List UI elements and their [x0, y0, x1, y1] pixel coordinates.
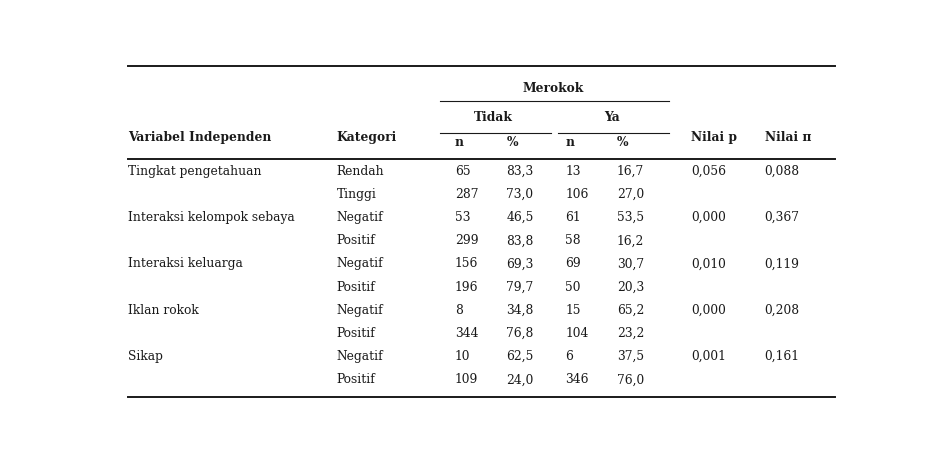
Text: Merokok: Merokok — [523, 81, 584, 94]
Text: 65,2: 65,2 — [617, 303, 645, 316]
Text: 76,8: 76,8 — [506, 326, 534, 339]
Text: Kategori: Kategori — [337, 131, 397, 143]
Text: 6: 6 — [565, 349, 573, 362]
Text: 62,5: 62,5 — [506, 349, 534, 362]
Text: Tingkat pengetahuan: Tingkat pengetahuan — [128, 164, 262, 177]
Text: 61: 61 — [565, 211, 581, 224]
Text: 10: 10 — [455, 349, 470, 362]
Text: 27,0: 27,0 — [617, 187, 645, 201]
Text: Interaksi kelompok sebaya: Interaksi kelompok sebaya — [128, 211, 294, 224]
Text: %: % — [506, 136, 518, 149]
Text: 53: 53 — [455, 211, 470, 224]
Text: Negatif: Negatif — [337, 211, 384, 224]
Text: Positif: Positif — [337, 234, 375, 247]
Text: 16,2: 16,2 — [617, 234, 645, 247]
Text: 76,0: 76,0 — [617, 373, 645, 385]
Text: 69,3: 69,3 — [506, 257, 534, 270]
Text: 299: 299 — [455, 234, 478, 247]
Text: n: n — [455, 136, 464, 149]
Text: 46,5: 46,5 — [506, 211, 534, 224]
Text: 20,3: 20,3 — [617, 280, 645, 293]
Text: 13: 13 — [565, 164, 581, 177]
Text: Negatif: Negatif — [337, 303, 384, 316]
Text: Negatif: Negatif — [337, 257, 384, 270]
Text: 0,119: 0,119 — [764, 257, 800, 270]
Text: 346: 346 — [565, 373, 589, 385]
Text: Ya: Ya — [604, 111, 620, 124]
Text: 0,000: 0,000 — [691, 303, 725, 316]
Text: Nilai p: Nilai p — [691, 131, 737, 143]
Text: 109: 109 — [455, 373, 478, 385]
Text: Positif: Positif — [337, 373, 375, 385]
Text: Tinggi: Tinggi — [337, 187, 377, 201]
Text: 53,5: 53,5 — [617, 211, 645, 224]
Text: 0,010: 0,010 — [691, 257, 725, 270]
Text: 0,208: 0,208 — [764, 303, 800, 316]
Text: Negatif: Negatif — [337, 349, 384, 362]
Text: Positif: Positif — [337, 326, 375, 339]
Text: 83,8: 83,8 — [506, 234, 534, 247]
Text: Sikap: Sikap — [128, 349, 163, 362]
Text: 344: 344 — [455, 326, 478, 339]
Text: n: n — [565, 136, 574, 149]
Text: 73,0: 73,0 — [506, 187, 533, 201]
Text: 0,088: 0,088 — [764, 164, 800, 177]
Text: 37,5: 37,5 — [617, 349, 645, 362]
Text: 0,000: 0,000 — [691, 211, 725, 224]
Text: Variabel Independen: Variabel Independen — [128, 131, 271, 143]
Text: 30,7: 30,7 — [617, 257, 645, 270]
Text: 15: 15 — [565, 303, 581, 316]
Text: 104: 104 — [565, 326, 588, 339]
Text: 34,8: 34,8 — [506, 303, 534, 316]
Text: 156: 156 — [455, 257, 478, 270]
Text: 79,7: 79,7 — [506, 280, 533, 293]
Text: Positif: Positif — [337, 280, 375, 293]
Text: 8: 8 — [455, 303, 463, 316]
Text: Nilai π: Nilai π — [764, 131, 811, 143]
Text: Iklan rokok: Iklan rokok — [128, 303, 199, 316]
Text: Interaksi keluarga: Interaksi keluarga — [128, 257, 243, 270]
Text: 0,161: 0,161 — [764, 349, 800, 362]
Text: 65: 65 — [455, 164, 470, 177]
Text: 287: 287 — [455, 187, 478, 201]
Text: 23,2: 23,2 — [617, 326, 645, 339]
Text: 24,0: 24,0 — [506, 373, 534, 385]
Text: 106: 106 — [565, 187, 588, 201]
Text: %: % — [617, 136, 628, 149]
Text: Tidak: Tidak — [474, 111, 513, 124]
Text: 0,367: 0,367 — [764, 211, 800, 224]
Text: 50: 50 — [565, 280, 581, 293]
Text: 0,056: 0,056 — [691, 164, 725, 177]
Text: 0,001: 0,001 — [691, 349, 725, 362]
Text: 16,7: 16,7 — [617, 164, 645, 177]
Text: 69: 69 — [565, 257, 581, 270]
Text: 83,3: 83,3 — [506, 164, 533, 177]
Text: 196: 196 — [455, 280, 478, 293]
Text: 58: 58 — [565, 234, 581, 247]
Text: Rendah: Rendah — [337, 164, 385, 177]
